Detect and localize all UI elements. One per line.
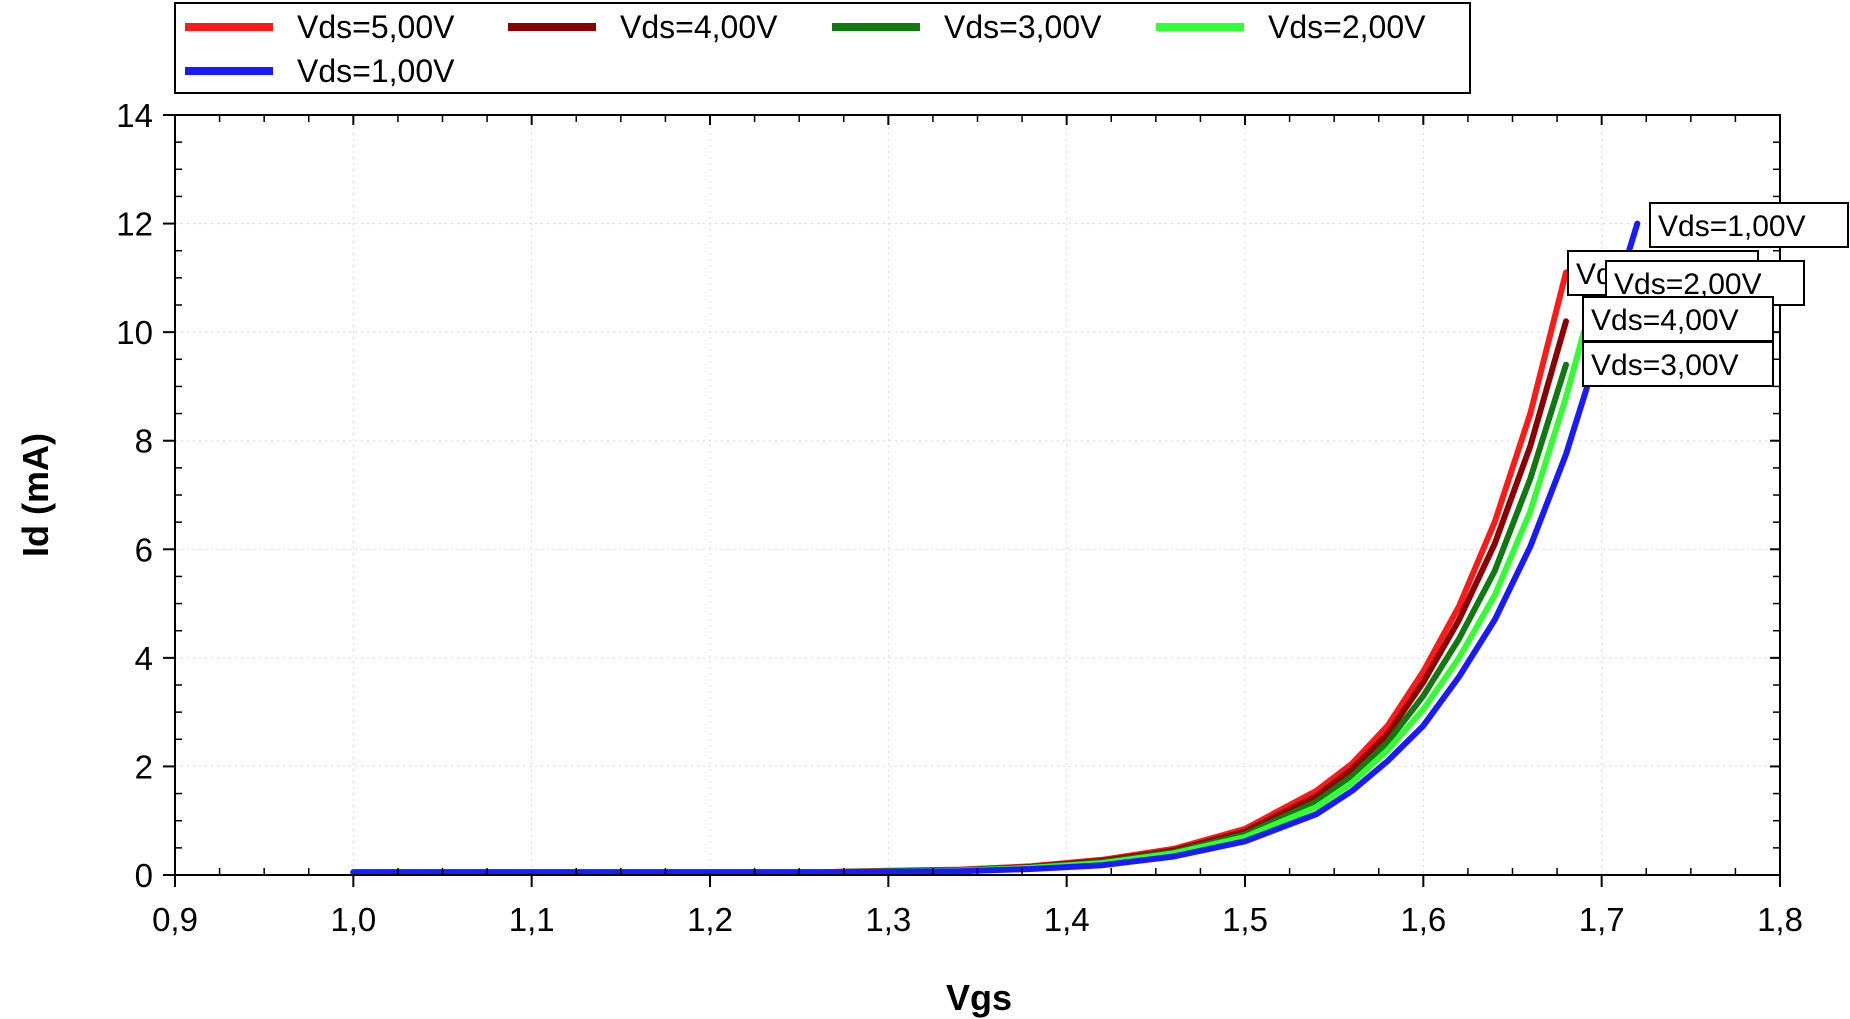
end-label-box [1582, 296, 1774, 342]
x-tick-label: 1,3 [865, 901, 911, 938]
series-line-5 [350, 220, 1641, 876]
series-line-2 [350, 318, 1569, 876]
tick-labels: 0,9 1,0 1,1 1,2 1,3 1,4 1,5 1,6 1,7 1,8 0 2 4 6 8 10 12 1… [116, 97, 1803, 938]
y-axis-title: Id (mA) [15, 433, 56, 557]
axes [174, 114, 1781, 876]
legend: Vds=5,00V Vds=4,00V Vds=3,00V Vds=2,00V Vds=… [174, 2, 1471, 94]
y-tick-label: 8 [135, 423, 153, 460]
series-line-4 [350, 329, 1587, 876]
y-tick-label: 12 [116, 206, 153, 243]
legend-entry: Vds=2,00V [1268, 9, 1426, 45]
x-axis-title: Vgs [946, 977, 1012, 1018]
legend-entry: Vds=5,00V [297, 9, 455, 45]
y-tick-label: 4 [135, 640, 153, 677]
x-tick-label: 1,4 [1044, 901, 1090, 938]
ticks [163, 114, 1781, 887]
series-lines [350, 220, 1641, 876]
y-tick-label: 0 [135, 857, 153, 894]
x-tick-label: 1,7 [1579, 901, 1625, 938]
end-label: Vds=4,00V [1591, 304, 1739, 337]
x-tick-label: 0,9 [152, 901, 198, 938]
end-label: Vds=2,00V [1614, 268, 1762, 301]
grid [175, 115, 1780, 875]
end-labels: Vds=5,00VVds=2,00VVds=4,00VVds=3,00VVds=… [1567, 202, 1849, 387]
legend-entry: Vds=3,00V [944, 9, 1102, 45]
series-line-1 [350, 269, 1569, 876]
x-tick-label: 1,2 [687, 901, 733, 938]
x-tick-label: 1,1 [509, 901, 555, 938]
x-tick-label: 1,8 [1757, 901, 1803, 938]
legend-box [174, 2, 1471, 94]
y-tick-label: 14 [116, 97, 153, 134]
y-tick-label: 10 [116, 314, 153, 351]
plot-frame [174, 114, 1781, 876]
y-tick-label: 2 [135, 748, 153, 785]
x-tick-label: 1,5 [1222, 901, 1268, 938]
x-tick-label: 1,6 [1400, 901, 1446, 938]
x-tick-label: 1,0 [330, 901, 376, 938]
y-tick-label: 6 [135, 531, 153, 568]
end-label: Vds=3,00V [1591, 349, 1739, 382]
legend-entry: Vds=4,00V [620, 9, 778, 45]
end-label-box [1649, 202, 1849, 248]
end-label: Vds=1,00V [1658, 210, 1806, 243]
end-label-box [1582, 341, 1774, 387]
legend-entry: Vds=1,00V [297, 53, 455, 89]
